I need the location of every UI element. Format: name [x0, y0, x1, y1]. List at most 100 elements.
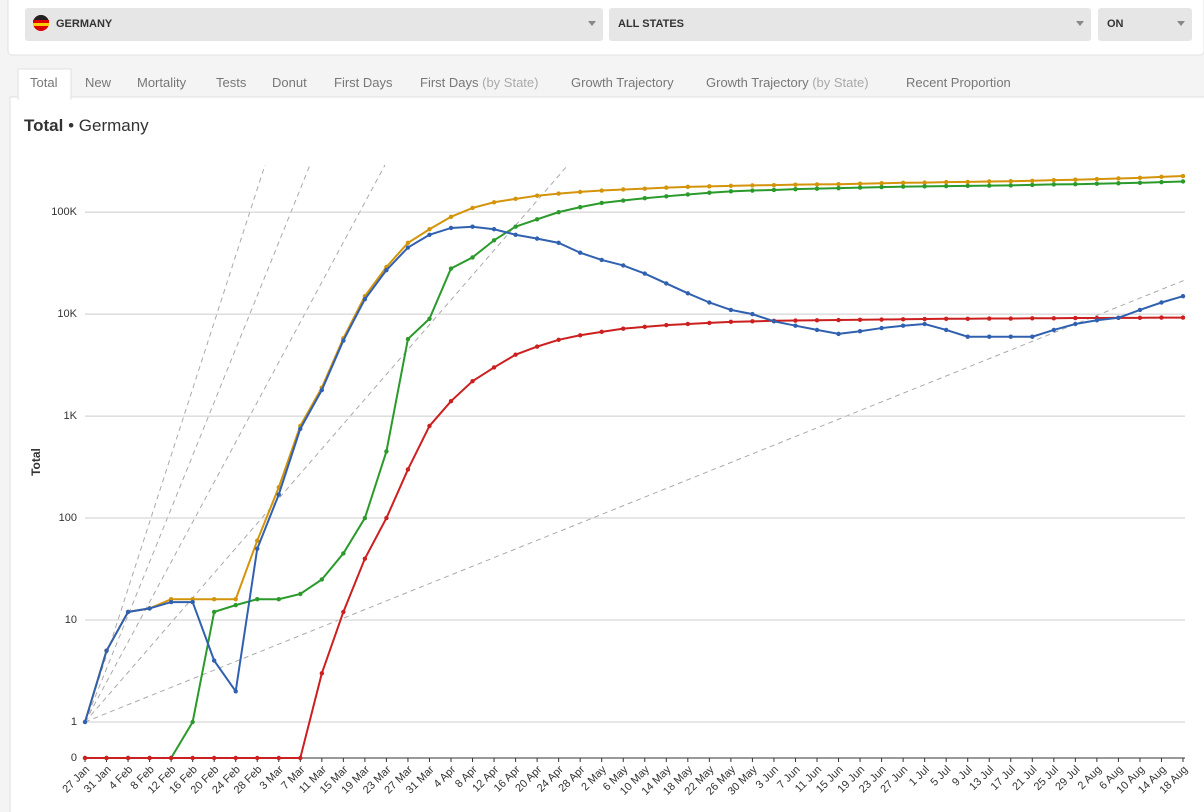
data-point: [405, 245, 411, 250]
data-point: [879, 317, 884, 322]
data-point: [943, 179, 949, 185]
data-point: [362, 297, 368, 302]
tab[interactable]: First Days: [334, 75, 393, 90]
data-point: [448, 398, 454, 404]
data-point: [125, 609, 131, 615]
data-point: [1094, 318, 1100, 323]
data-point: [1051, 327, 1057, 333]
data-point: [857, 185, 863, 190]
data-point: [728, 183, 734, 189]
series-line: [85, 316, 1183, 759]
data-point: [233, 597, 238, 602]
data-point: [621, 326, 626, 331]
data-point: [987, 179, 992, 184]
data-point: [448, 214, 454, 220]
data-point: [642, 324, 647, 330]
data-point: [298, 591, 303, 597]
data-point: [1008, 183, 1013, 188]
data-point: [1116, 176, 1121, 181]
data-point: [534, 344, 540, 349]
tab[interactable]: Recent Proportion: [906, 75, 1011, 90]
data-point: [943, 327, 949, 333]
data-point: [104, 648, 109, 653]
data-point: [707, 190, 712, 195]
toggle-dropdown[interactable]: ON: [1098, 8, 1192, 41]
data-point: [470, 224, 475, 229]
tab[interactable]: Total: [30, 75, 58, 90]
state-dropdown[interactable]: ALL STATES: [609, 8, 1091, 41]
data-point: [341, 338, 346, 343]
tab[interactable]: Donut: [272, 75, 307, 90]
data-point: [987, 334, 992, 339]
data-point: [255, 755, 260, 761]
dropdown-value: ALL STATES: [618, 18, 684, 30]
y-tick-label: 100K: [51, 206, 77, 218]
data-point: [125, 755, 131, 761]
data-point: [750, 311, 755, 317]
data-point: [707, 184, 712, 189]
data-point: [448, 225, 454, 231]
y-tick-label: 100: [59, 512, 77, 524]
data-point: [1180, 179, 1186, 184]
tab[interactable]: Growth Trajectory: [571, 75, 674, 90]
data-point: [836, 185, 841, 191]
data-point: [728, 189, 734, 194]
data-point: [685, 184, 691, 190]
data-point: [1030, 334, 1035, 339]
data-point: [384, 515, 389, 521]
data-point: [384, 449, 389, 454]
data-point: [319, 577, 325, 582]
data-point: [147, 755, 152, 761]
dropdown-value: GERMANY: [56, 18, 113, 30]
data-point: [577, 333, 583, 338]
data-point: [362, 515, 368, 521]
data-point: [1094, 181, 1100, 186]
data-point: [534, 217, 540, 222]
data-point: [707, 300, 712, 305]
data-point: [965, 183, 970, 189]
data-point: [211, 658, 217, 663]
tab[interactable]: Growth Trajectory (by State): [706, 75, 869, 90]
title: Total: [24, 116, 63, 135]
data-point: [599, 257, 604, 263]
data-point: [965, 179, 970, 185]
tab[interactable]: Tests: [216, 75, 247, 90]
tab-qualifier: (by State): [482, 75, 538, 90]
series-line: [84, 175, 1184, 723]
y-tick-label: 1K: [64, 410, 78, 422]
data-point: [1137, 315, 1143, 321]
chart-panel: [9, 96, 1204, 812]
data-point: [534, 193, 540, 198]
data-point: [448, 266, 454, 271]
tab-label: Total: [30, 75, 58, 90]
tab-label: First Days: [334, 75, 393, 90]
data-point: [190, 599, 195, 605]
data-point: [943, 183, 949, 189]
data-point: [750, 188, 755, 193]
data-point: [168, 599, 174, 605]
tab[interactable]: First Days (by State): [420, 75, 538, 90]
data-point: [857, 328, 863, 334]
tab[interactable]: New: [85, 75, 112, 90]
tab-label: Mortality: [137, 75, 187, 90]
data-point: [599, 200, 604, 206]
data-point: [384, 267, 389, 273]
data-point: [1073, 181, 1078, 187]
data-point: [427, 227, 432, 232]
country-dropdown[interactable]: GERMANY: [25, 8, 603, 41]
data-point: [491, 365, 497, 370]
tab[interactable]: Mortality: [137, 75, 187, 90]
data-point: [1116, 181, 1121, 186]
y-tick-label: 0: [71, 752, 77, 764]
tab-label: Recent Proportion: [906, 75, 1011, 90]
tab-label: Donut: [272, 75, 307, 90]
data-point: [513, 196, 518, 202]
data-point: [793, 318, 798, 323]
data-point: [341, 551, 346, 556]
data-point: [599, 188, 604, 193]
data-point: [1159, 174, 1164, 180]
data-point: [1008, 334, 1013, 339]
data-point: [685, 321, 691, 327]
data-point: [814, 182, 820, 187]
data-point: [857, 181, 863, 186]
